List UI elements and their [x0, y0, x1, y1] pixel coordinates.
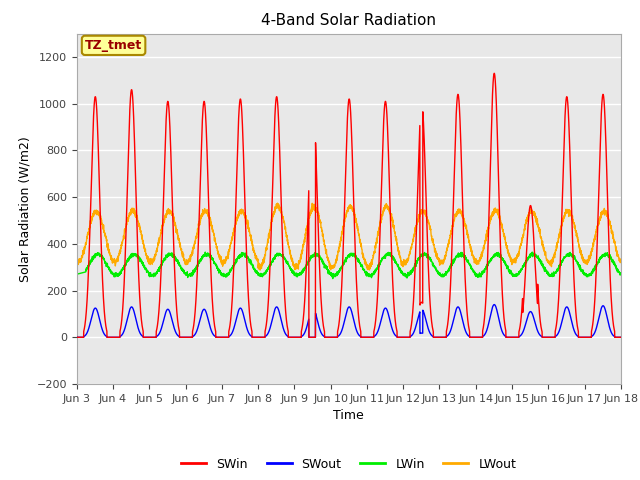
- Title: 4-Band Solar Radiation: 4-Band Solar Radiation: [261, 13, 436, 28]
- Y-axis label: Solar Radiation (W/m2): Solar Radiation (W/m2): [18, 136, 31, 282]
- Legend: SWin, SWout, LWin, LWout: SWin, SWout, LWin, LWout: [176, 453, 522, 476]
- Text: TZ_tmet: TZ_tmet: [85, 39, 142, 52]
- X-axis label: Time: Time: [333, 409, 364, 422]
